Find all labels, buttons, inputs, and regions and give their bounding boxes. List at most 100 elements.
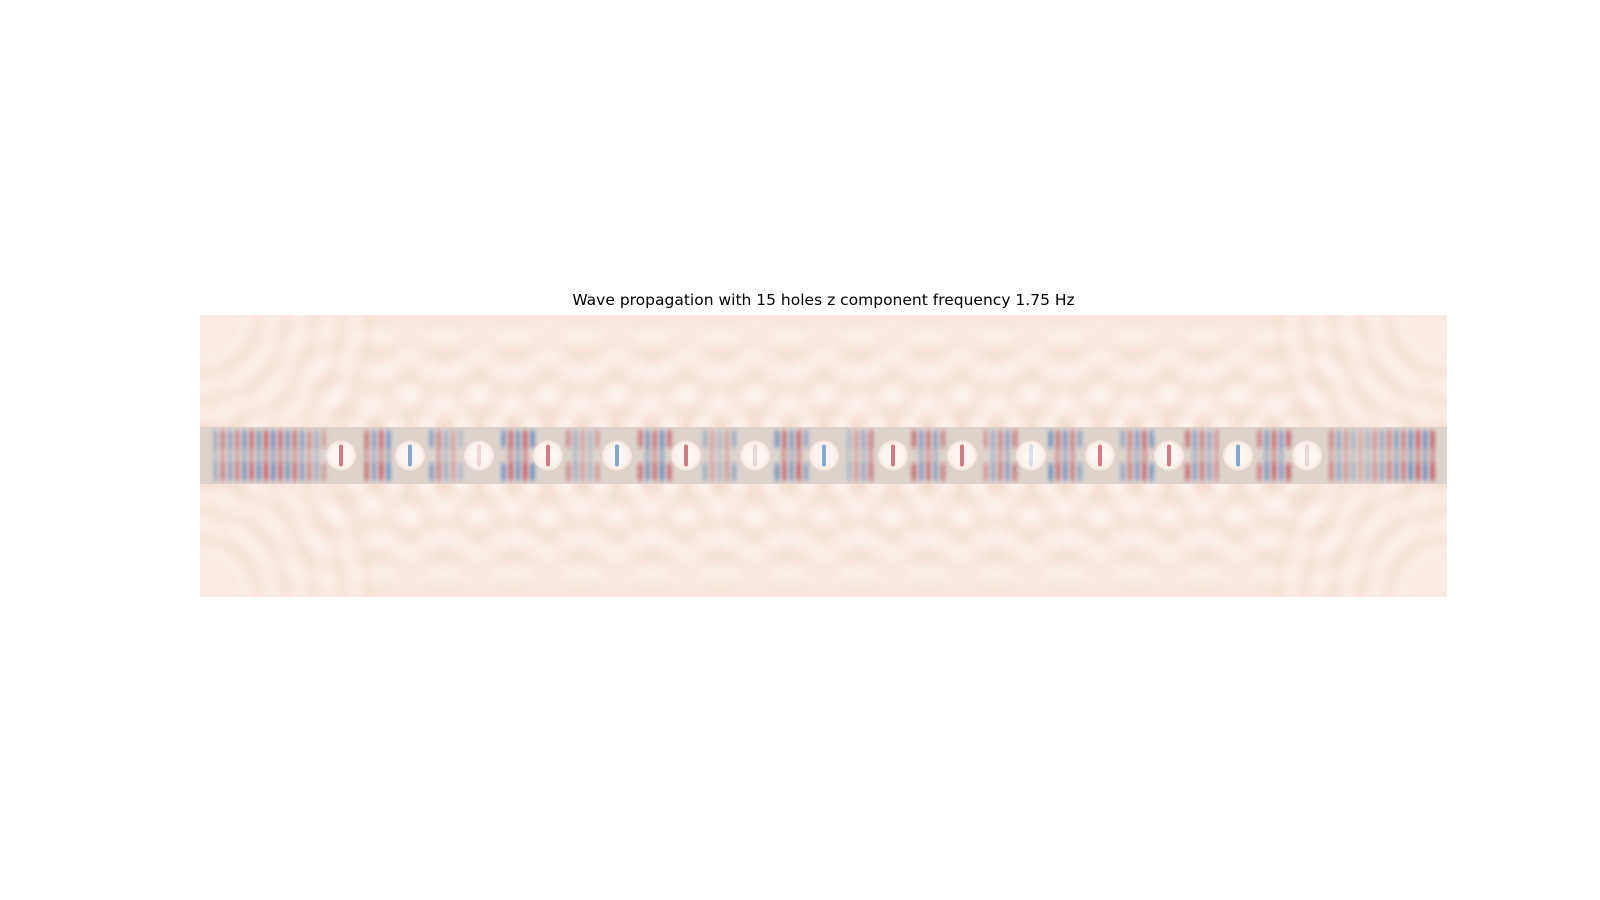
wave-stripe (732, 430, 736, 448)
wave-stripe (991, 463, 995, 481)
wave-stripe (379, 463, 383, 481)
wave-stripe (386, 463, 390, 481)
wave-stripe (516, 463, 520, 481)
wave-stripe (458, 430, 462, 448)
wave-stripe (271, 430, 275, 448)
wave-stripe (595, 463, 599, 481)
wave-stripe (782, 430, 786, 448)
wave-stripe (1207, 463, 1211, 481)
wave-stripe (1135, 463, 1139, 481)
wave-stripe (516, 430, 520, 448)
wave-stripe (804, 463, 808, 481)
wave-stripe (257, 430, 261, 448)
wave-stripe (458, 463, 462, 481)
wave-stripe (703, 430, 707, 448)
wave-stripe (271, 463, 275, 481)
wave-stripe-center (300, 445, 304, 466)
wave-stripe-center (379, 445, 383, 466)
wave-stripe-center (250, 445, 253, 466)
wave-stripe-center (991, 445, 995, 466)
wave-stripe (1200, 463, 1204, 481)
wave-stripe-center (581, 445, 585, 466)
wave-stripe (1214, 430, 1218, 448)
hole (602, 440, 632, 471)
wave-stripe (444, 430, 448, 448)
wave-stripe-center (1193, 445, 1197, 466)
wave-stripe-center (293, 445, 297, 466)
wave-stripe (250, 463, 254, 481)
wave-stripe (1078, 430, 1082, 448)
wave-stripe (1286, 430, 1290, 448)
wave-stripe (862, 463, 866, 481)
wave-stripe (1380, 430, 1384, 448)
wave-stripe (530, 430, 534, 448)
wave-stripe (214, 463, 218, 481)
wave-stripe (1423, 430, 1427, 448)
wave-stripe-center (242, 445, 246, 466)
wave-stripe (1344, 463, 1348, 481)
wave-stripe-center (1387, 445, 1391, 466)
wave-stripe (1423, 463, 1427, 481)
wave-stripe (307, 430, 311, 448)
wave-stripe (264, 430, 268, 448)
wave-stripe (379, 430, 383, 448)
wave-stripe (1344, 430, 1348, 448)
wave-stripe (278, 430, 282, 448)
wave-stripe-center (790, 445, 793, 466)
wave-stripe (1258, 430, 1262, 448)
wave-stripe (1337, 430, 1341, 448)
wave-stripe-center (1056, 445, 1060, 466)
wave-stripe (854, 463, 858, 481)
wave-stripe-center (1006, 445, 1009, 466)
hole-core (546, 444, 550, 467)
wave-stripe (941, 430, 945, 448)
wave-stripe (1272, 430, 1276, 448)
wave-stripe-center (1344, 445, 1348, 466)
wave-stripe (1265, 463, 1269, 481)
wave-stripe (660, 463, 664, 481)
wave-stripe-center (516, 445, 520, 466)
wave-stripe (1200, 430, 1204, 448)
wave-stripe (797, 463, 801, 481)
wave-stripe (228, 463, 232, 481)
wave-stripe (264, 463, 268, 481)
wave-stripe (430, 430, 434, 448)
wave-stripe-center (1272, 445, 1276, 466)
wave-stripe (300, 430, 304, 448)
hole-core (684, 444, 688, 467)
wave-stripe-center (1265, 445, 1269, 466)
wave-stripe (242, 463, 246, 481)
wave-stripe-center (854, 445, 858, 466)
wave-stripe (638, 430, 642, 448)
hole-circle (1292, 440, 1322, 471)
wave-stripe-center (437, 445, 441, 466)
wave-stripe (574, 463, 578, 481)
wave-stripe (1272, 463, 1276, 481)
wave-stripe (1416, 463, 1420, 481)
wave-stripe-center (1330, 445, 1333, 466)
hole-core (891, 444, 895, 467)
hole (1292, 440, 1322, 471)
wave-stripe (1078, 463, 1082, 481)
wave-stripe-center (451, 445, 455, 466)
wave-stripe (1193, 430, 1197, 448)
wave-stripe (444, 463, 448, 481)
wave-stripe (725, 430, 729, 448)
hole-circle (1016, 440, 1046, 471)
wave-stripe (703, 463, 707, 481)
wave-stripe (502, 430, 506, 448)
wave-stripe-center (1373, 445, 1377, 466)
wave-stripe (530, 463, 534, 481)
wave-stripe (250, 430, 254, 448)
wave-stripe (869, 463, 873, 481)
wave-stripe-center (998, 445, 1002, 466)
wave-stripe-center (1063, 445, 1067, 466)
wave-stripe (566, 463, 570, 481)
wave-stripe (710, 430, 714, 448)
wave-stripe (646, 430, 650, 448)
wave-stripe-center (365, 445, 369, 466)
wave-stripe (509, 463, 513, 481)
wave-stripe (322, 430, 326, 448)
wave-stripe (941, 463, 945, 481)
